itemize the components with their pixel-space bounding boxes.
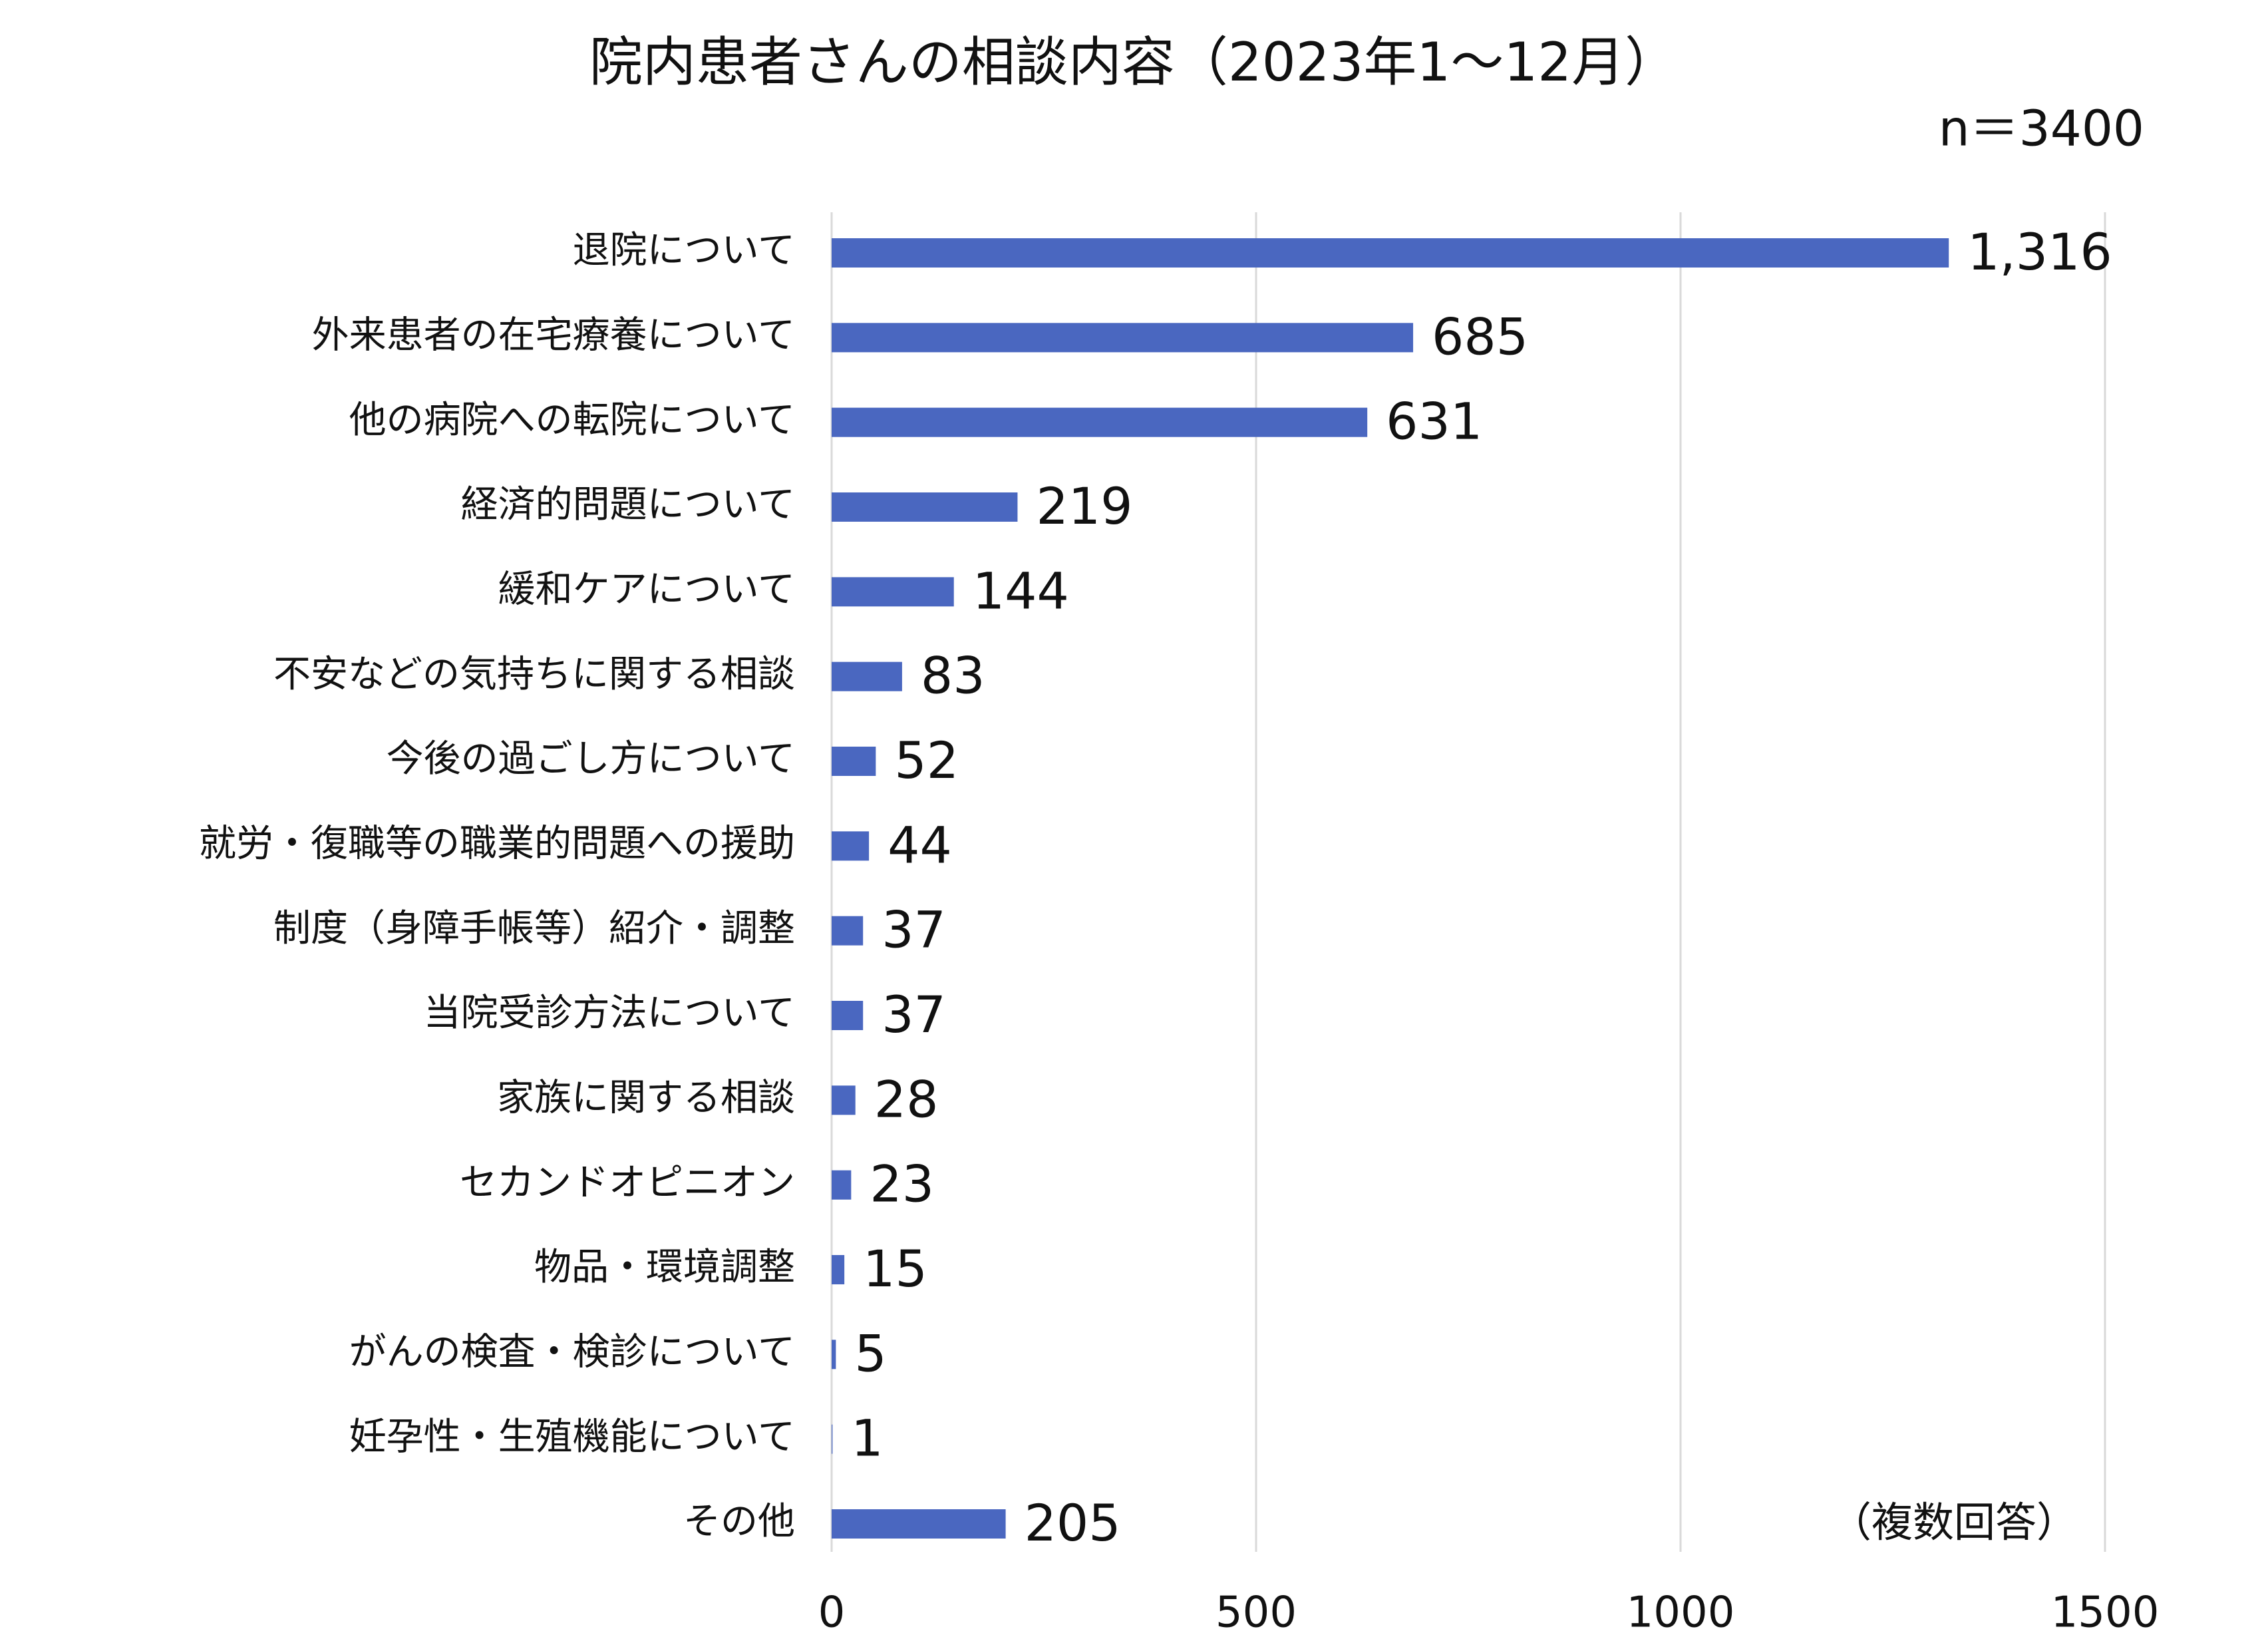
y-tick-label: 外来患者の在宅療養について <box>312 313 795 357</box>
data-label: 631 <box>1386 392 1482 451</box>
bar <box>832 747 876 776</box>
data-label: 37 <box>882 985 946 1044</box>
bar <box>832 1255 845 1284</box>
y-tick-label: セカンドオピニオン <box>460 1161 795 1204</box>
sample-size: n＝3400 <box>1939 100 2144 158</box>
x-tick-label: 0 <box>818 1588 846 1638</box>
bar <box>832 492 1018 522</box>
bar <box>832 1340 836 1370</box>
data-label: 28 <box>874 1069 939 1129</box>
y-tick-label: 経済的問題について <box>461 483 795 526</box>
annotation: （複数回答） <box>1830 1498 2078 1547</box>
data-label: 1,316 <box>1967 222 2112 281</box>
y-tick-label: 他の病院への転院について <box>349 399 795 442</box>
y-tick-label: 今後の過ごし方について <box>387 737 795 781</box>
y-tick-label: がんの検査・検診について <box>349 1330 795 1373</box>
bar <box>832 831 870 861</box>
chart-title: 院内患者さんの相談内容（2023年1～12月） <box>589 31 1678 93</box>
bar <box>832 1085 856 1115</box>
x-tick-label: 1000 <box>1627 1588 1735 1638</box>
y-tick-label: 妊孕性・生殖機能について <box>349 1415 795 1459</box>
bar <box>832 1509 1006 1539</box>
bar <box>832 1001 864 1030</box>
data-label: 83 <box>921 646 985 705</box>
y-tick-label: 当院受診方法について <box>424 992 795 1035</box>
data-label: 52 <box>894 731 959 790</box>
bar <box>832 1170 852 1200</box>
bar <box>832 323 1414 353</box>
y-tick-label: 家族に関する相談 <box>497 1076 795 1119</box>
y-tick-label: 就労・復職等の職業的問題への援助 <box>199 822 795 865</box>
data-label: 5 <box>854 1324 886 1383</box>
data-label: 144 <box>973 561 1069 620</box>
data-label: 205 <box>1025 1493 1121 1553</box>
y-tick-label: その他 <box>683 1500 795 1543</box>
bar <box>832 577 954 607</box>
data-label: 23 <box>870 1155 934 1214</box>
x-tick-label: 500 <box>1215 1588 1297 1638</box>
bar <box>832 916 864 946</box>
y-tick-label: 制度（身障手帳等）紹介・調整 <box>273 907 795 950</box>
bar <box>832 407 1368 437</box>
data-label: 15 <box>863 1239 927 1298</box>
data-label: 219 <box>1036 476 1132 536</box>
data-label: 685 <box>1432 307 1528 366</box>
y-tick-label: 緩和ケアについて <box>498 568 795 611</box>
x-tick-label: 1500 <box>2051 1588 2160 1638</box>
y-tick-label: 不安などの気持ちに関する相談 <box>273 653 795 696</box>
bar <box>832 661 902 691</box>
data-label: 1 <box>851 1409 883 1468</box>
y-tick-label: 退院について <box>573 229 795 272</box>
data-label: 44 <box>888 815 952 874</box>
data-label: 37 <box>882 900 946 960</box>
bar <box>832 238 1949 268</box>
y-tick-label: 物品・環境調整 <box>534 1246 795 1289</box>
